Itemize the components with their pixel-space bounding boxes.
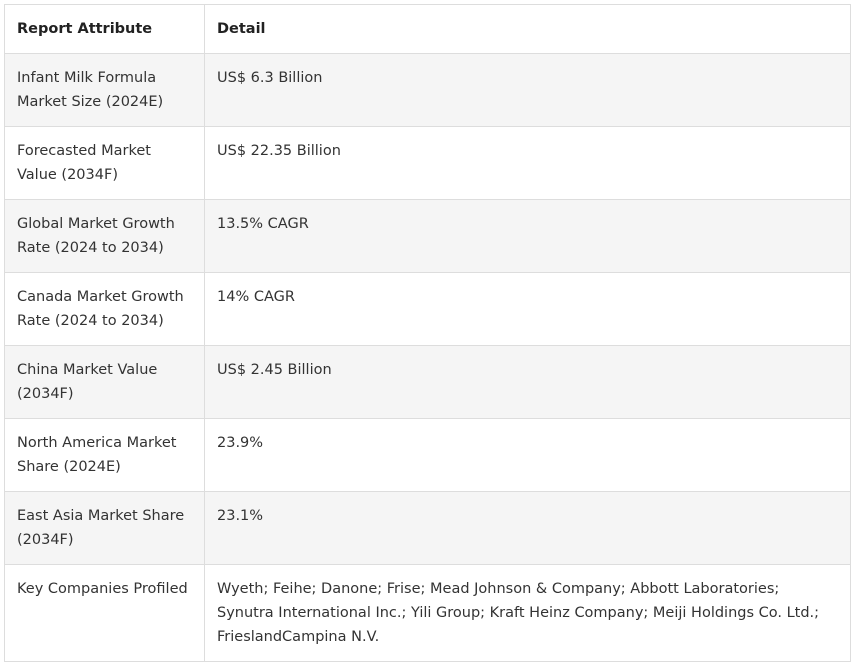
row-detail-cell: 23.1% xyxy=(204,491,851,565)
row-attribute-cell: North America Market Share (2024E) xyxy=(4,418,205,492)
report-attribute-table: Report Attribute Detail Infant Milk Form… xyxy=(4,4,851,662)
row-detail-cell: US$ 22.35 Billion xyxy=(204,126,851,200)
row-attribute-cell: East Asia Market Share (2034F) xyxy=(4,491,205,565)
table-row: China Market Value (2034F) US$ 2.45 Bill… xyxy=(4,345,851,419)
row-attribute-cell: Global Market Growth Rate (2024 to 2034) xyxy=(4,199,205,273)
row-attribute-cell: Canada Market Growth Rate (2024 to 2034) xyxy=(4,272,205,346)
row-attribute-cell: China Market Value (2034F) xyxy=(4,345,205,419)
row-detail-cell: 13.5% CAGR xyxy=(204,199,851,273)
header-detail: Detail xyxy=(204,4,851,54)
table-row: Canada Market Growth Rate (2024 to 2034)… xyxy=(4,272,851,346)
row-attribute-cell: Infant Milk Formula Market Size (2024E) xyxy=(4,53,205,127)
table-row: East Asia Market Share (2034F) 23.1% xyxy=(4,491,851,565)
row-detail-cell: US$ 2.45 Billion xyxy=(204,345,851,419)
row-detail-cell: US$ 6.3 Billion xyxy=(204,53,851,127)
row-attribute-cell: Key Companies Profiled xyxy=(4,564,205,662)
header-report-attribute: Report Attribute xyxy=(4,4,205,54)
table-row: Infant Milk Formula Market Size (2024E) … xyxy=(4,53,851,127)
table-row: North America Market Share (2024E) 23.9% xyxy=(4,418,851,492)
row-attribute-cell: Forecasted Market Value (2034F) xyxy=(4,126,205,200)
row-detail-cell: Wyeth; Feihe; Danone; Frise; Mead Johnso… xyxy=(204,564,851,662)
row-detail-cell: 14% CAGR xyxy=(204,272,851,346)
table-row: Global Market Growth Rate (2024 to 2034)… xyxy=(4,199,851,273)
table-row: Forecasted Market Value (2034F) US$ 22.3… xyxy=(4,126,851,200)
table-row: Key Companies Profiled Wyeth; Feihe; Dan… xyxy=(4,564,851,662)
row-detail-cell: 23.9% xyxy=(204,418,851,492)
table-header-row: Report Attribute Detail xyxy=(4,4,851,54)
